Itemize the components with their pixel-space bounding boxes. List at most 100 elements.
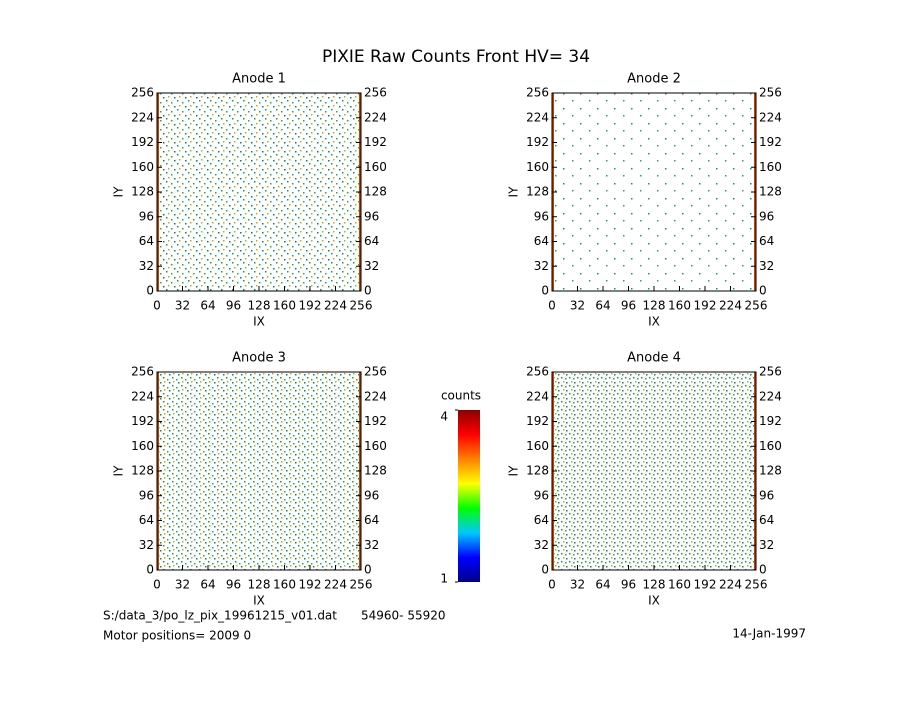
y2-tick-label: 192 [364,135,387,149]
x-tick-label: 32 [570,578,585,592]
y-tick-label: 32 [534,259,549,273]
y2-tick-label: 32 [364,538,379,552]
y-tick-label: 256 [526,365,549,379]
y-tick-label: 224 [526,110,549,124]
file-name: S:/data_3/po_lz_pix_19961215_v01.dat [103,609,337,623]
x-tick-label: 64 [200,578,215,592]
y2-tick-label: 0 [364,284,372,298]
x-tick-label: 64 [200,299,215,313]
y2-tick-label: 128 [364,464,387,478]
x-tick-label: 192 [299,299,322,313]
y2-tick-label: 32 [759,538,774,552]
motor-positions: Motor positions= 2009 0 [103,629,251,643]
y-tick-label: 0 [541,563,549,577]
colorbar [458,410,480,582]
y-tick-label: 96 [139,209,154,223]
y-tick-label: 0 [541,284,549,298]
colorbar-tick-label: 4 [440,410,448,424]
image-texture [552,93,756,291]
y2-tick-label: 160 [759,160,782,174]
x-axis-label: IX [648,594,660,608]
y-tick-label: 96 [534,209,549,223]
figure-title: PIXIE Raw Counts Front HV= 34 [322,47,590,67]
x-tick-label: 192 [694,299,717,313]
y2-tick-label: 0 [364,563,372,577]
y-tick-label: 160 [131,439,154,453]
y-tick-label: 224 [526,389,549,403]
y-tick-label: 192 [131,135,154,149]
x-tick-label: 224 [324,299,347,313]
y-tick-label: 128 [131,185,154,199]
x-tick-label: 96 [621,578,636,592]
y-tick-label: 64 [534,513,549,527]
x-tick-label: 96 [621,299,636,313]
y-tick-label: 160 [131,160,154,174]
x-tick-label: 0 [153,578,161,592]
y2-tick-label: 256 [364,365,387,379]
y-tick-label: 256 [131,365,154,379]
panel-title: Anode 1 [232,72,286,87]
y-axis-label: IY [507,186,521,198]
x-tick-label: 224 [324,578,347,592]
y2-tick-label: 32 [759,259,774,273]
y2-tick-label: 192 [759,135,782,149]
x-tick-label: 160 [273,578,296,592]
y2-tick-label: 64 [364,513,379,527]
x-tick-label: 224 [719,299,742,313]
y-tick-label: 128 [131,464,154,478]
y-tick-label: 224 [131,389,154,403]
y2-tick-label: 192 [759,414,782,428]
y-tick-label: 192 [526,135,549,149]
y2-tick-label: 192 [364,414,387,428]
y2-tick-label: 256 [759,365,782,379]
y-tick-label: 32 [139,259,154,273]
panel-title: Anode 4 [627,351,681,366]
y2-tick-label: 32 [364,259,379,273]
record-range: 54960- 55920 [361,609,446,623]
y2-tick-label: 64 [759,513,774,527]
y-tick-label: 64 [139,234,154,248]
y-tick-label: 160 [526,439,549,453]
y-tick-label: 256 [526,86,549,100]
y-tick-label: 0 [146,563,154,577]
y2-tick-label: 128 [364,185,387,199]
y-tick-label: 256 [131,86,154,100]
image-texture [157,93,361,291]
x-tick-label: 64 [595,299,610,313]
x-tick-label: 0 [548,299,556,313]
y2-tick-label: 256 [759,86,782,100]
x-tick-label: 0 [548,578,556,592]
y-tick-label: 0 [146,284,154,298]
x-axis-label: IX [648,315,660,329]
y-tick-label: 32 [139,538,154,552]
y-axis-label: IY [507,465,521,477]
image-texture [157,372,361,570]
x-tick-label: 160 [668,578,691,592]
y-tick-label: 96 [534,488,549,502]
y-tick-label: 32 [534,538,549,552]
x-tick-label: 32 [570,299,585,313]
y2-tick-label: 0 [759,563,767,577]
image-texture [552,372,756,570]
y-tick-label: 224 [131,110,154,124]
x-tick-label: 96 [226,299,241,313]
y2-tick-label: 96 [364,488,379,502]
x-axis-label: IX [253,594,265,608]
y2-tick-label: 96 [364,209,379,223]
y2-tick-label: 128 [759,185,782,199]
x-tick-label: 64 [595,578,610,592]
x-tick-label: 256 [350,578,373,592]
y2-tick-label: 0 [759,284,767,298]
y-tick-label: 128 [526,464,549,478]
x-tick-label: 160 [668,299,691,313]
y-tick-label: 64 [139,513,154,527]
y2-tick-label: 160 [759,439,782,453]
x-tick-label: 128 [643,578,666,592]
x-tick-label: 224 [719,578,742,592]
x-tick-label: 128 [248,299,271,313]
x-tick-label: 96 [226,578,241,592]
y2-tick-label: 96 [759,209,774,223]
y2-tick-label: 96 [759,488,774,502]
